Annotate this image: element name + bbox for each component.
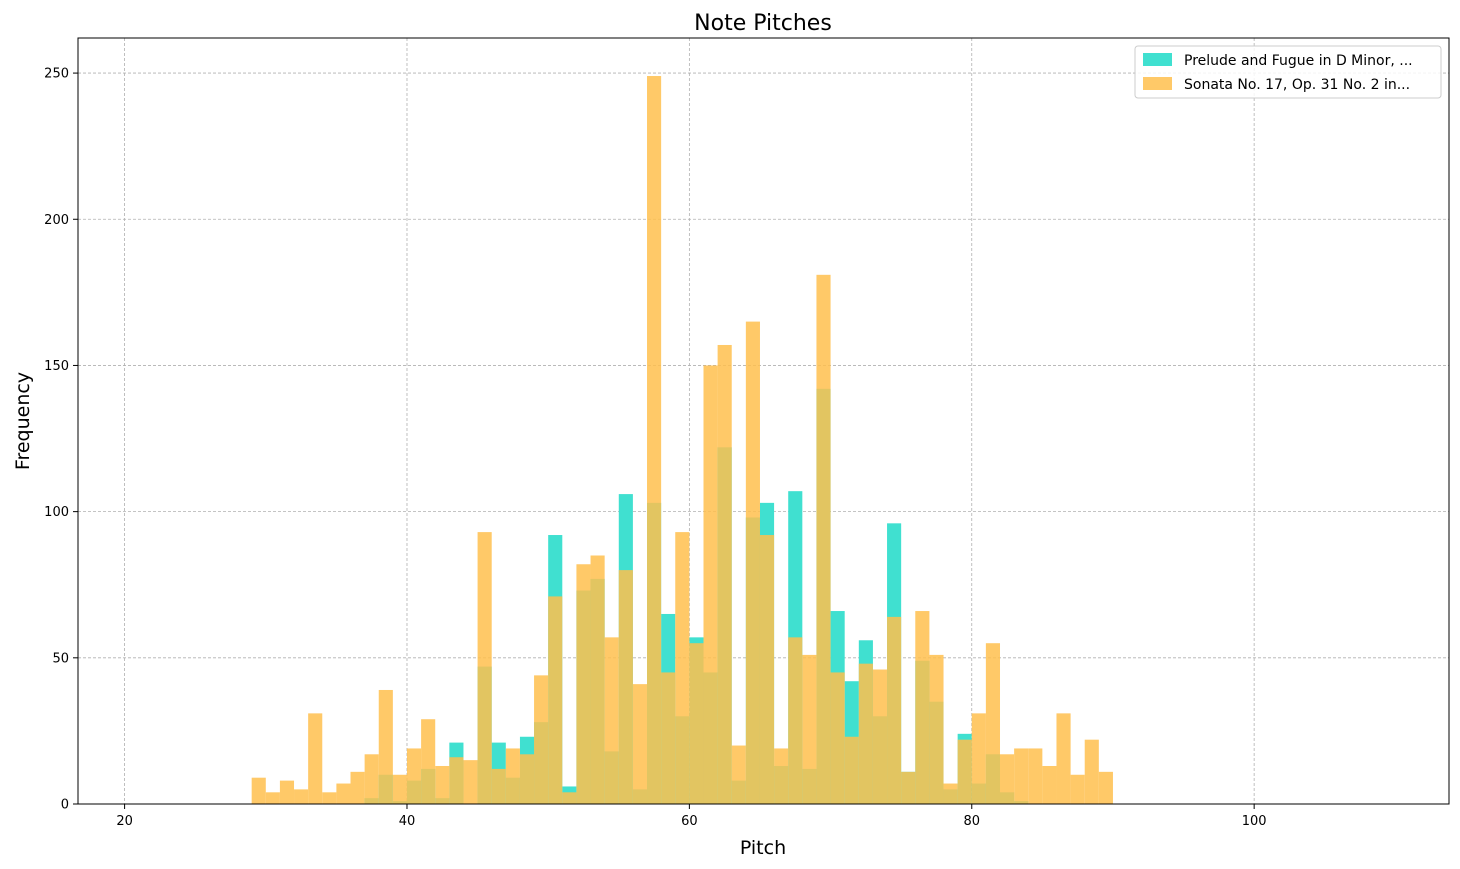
- legend: Prelude and Fugue in D Minor, ... Sonata…: [1134, 45, 1442, 99]
- bar: [1084, 739, 1099, 804]
- x-tick-label: 80: [963, 814, 980, 829]
- bar: [731, 745, 746, 804]
- bar: [985, 643, 1001, 804]
- bar: [971, 713, 986, 804]
- bar: [957, 739, 972, 804]
- bar: [449, 757, 464, 804]
- y-axis-label: Frequency: [12, 372, 34, 470]
- legend-swatch-sonata: [1143, 77, 1172, 90]
- chart-title: Note Pitches: [694, 11, 832, 36]
- bar: [491, 768, 506, 804]
- bar: [717, 344, 732, 804]
- y-tick-label: 200: [44, 213, 69, 228]
- bar: [505, 748, 520, 804]
- y-tick-label: 100: [44, 505, 69, 520]
- bar: [265, 792, 280, 804]
- bar: [308, 713, 323, 804]
- bar: [745, 321, 760, 804]
- bar: [1000, 754, 1015, 804]
- bar: [1014, 748, 1029, 804]
- bar: [703, 365, 718, 804]
- bar: [901, 771, 916, 804]
- bar: [1070, 774, 1085, 804]
- x-tick-label: 40: [399, 814, 416, 829]
- bar: [1056, 713, 1071, 804]
- bar: [322, 792, 337, 804]
- bar: [477, 532, 492, 804]
- y-tick-label: 150: [44, 359, 69, 374]
- x-tick-label: 60: [681, 814, 698, 829]
- y-tick-label: 0: [61, 798, 69, 813]
- bar: [632, 684, 648, 804]
- bar: [844, 736, 859, 804]
- legend-label-sonata: Sonata No. 17, Op. 31 No. 2 in...: [1184, 77, 1410, 93]
- bar: [887, 616, 902, 804]
- bar: [364, 754, 379, 804]
- bar: [943, 783, 958, 804]
- bar: [392, 774, 407, 804]
- x-tick-label: 100: [1242, 814, 1267, 829]
- bar: [406, 748, 422, 804]
- bar: [534, 675, 549, 804]
- bar: [618, 570, 633, 804]
- bar: [294, 789, 309, 804]
- series-sonata-bars: [251, 76, 1113, 805]
- bar: [689, 643, 704, 804]
- bar: [1042, 765, 1057, 804]
- bar: [548, 596, 563, 804]
- bar: [788, 637, 803, 804]
- bar: [830, 672, 845, 804]
- bar: [336, 783, 351, 804]
- plot-frame: [77, 37, 1450, 805]
- bar: [562, 792, 577, 804]
- bar: [590, 555, 605, 804]
- bar: [816, 274, 831, 805]
- bar: [858, 663, 873, 804]
- bar: [421, 719, 436, 804]
- x-axis-label: Pitch: [740, 837, 786, 859]
- bar: [774, 748, 789, 804]
- bar: [1098, 771, 1113, 804]
- bar: [929, 654, 944, 804]
- legend-box: [1134, 45, 1442, 99]
- x-axis-ticks: 20 40 60 80 100: [116, 804, 1267, 829]
- bar: [661, 672, 676, 804]
- y-axis-ticks: 0 50 100 150 200 250: [44, 67, 78, 813]
- bar: [1028, 748, 1043, 804]
- bar: [279, 780, 295, 804]
- legend-swatch-prelude: [1143, 53, 1172, 66]
- bar: [463, 760, 478, 804]
- bar: [604, 637, 619, 804]
- bar: [915, 611, 930, 804]
- y-tick-label: 250: [44, 67, 69, 82]
- y-tick-label: 50: [52, 651, 69, 666]
- bar: [435, 765, 450, 804]
- bar: [576, 564, 591, 804]
- legend-label-prelude: Prelude and Fugue in D Minor, ...: [1184, 53, 1413, 69]
- bar: [647, 76, 662, 805]
- bar: [872, 669, 888, 804]
- bar: [675, 532, 690, 804]
- x-tick-label: 20: [116, 814, 133, 829]
- bar: [251, 777, 266, 804]
- bar: [378, 689, 393, 804]
- bar: [759, 535, 775, 804]
- bar: [519, 754, 535, 804]
- bar: [802, 654, 817, 804]
- bar: [350, 771, 365, 804]
